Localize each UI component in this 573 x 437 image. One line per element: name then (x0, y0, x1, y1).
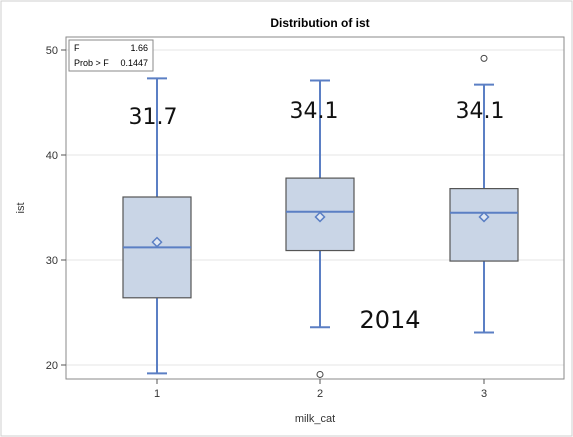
x-tick-label: 1 (154, 388, 160, 400)
mean-marker (151, 236, 163, 248)
y-tick-label: 20 (46, 360, 58, 372)
box-group-1 (122, 77, 192, 375)
year-annotation: 2014 (359, 306, 420, 334)
x-tick-label: 2 (317, 388, 323, 400)
y-tick-label: 40 (46, 150, 58, 162)
box-series (122, 54, 519, 378)
y-axis: 20 30 40 50 (46, 45, 66, 372)
x-tick-label: 3 (481, 388, 487, 400)
mean-annotation-2: 34.1 (290, 99, 339, 124)
stats-inset: F 1.66 Prob > F 0.1447 (68, 39, 154, 72)
chart-title: Distribution of ist (270, 16, 369, 30)
stat-f-value: 1.66 (130, 43, 148, 53)
y-tick-label: 50 (46, 45, 58, 57)
mean-annotation-1: 31.7 (129, 105, 178, 130)
x-axis: 1 2 3 (154, 379, 487, 400)
stats-box (68, 39, 154, 72)
outlier-point (316, 370, 324, 378)
outlier-point (480, 54, 488, 62)
mean-marker (478, 211, 490, 223)
y-axis-title: ist (15, 203, 27, 214)
stat-p-value: 0.1447 (120, 58, 148, 68)
box-group-2 (285, 79, 355, 378)
box-group-3 (449, 54, 519, 334)
iqr-box (449, 188, 519, 262)
plot-area (65, 36, 565, 380)
mean-marker (314, 211, 326, 223)
y-tick-label: 30 (46, 255, 58, 267)
x-axis-title: milk_cat (295, 413, 335, 425)
stat-f-label: F (74, 43, 80, 53)
stat-p-label: Prob > F (74, 58, 109, 68)
mean-annotation-3: 34.1 (456, 99, 505, 124)
